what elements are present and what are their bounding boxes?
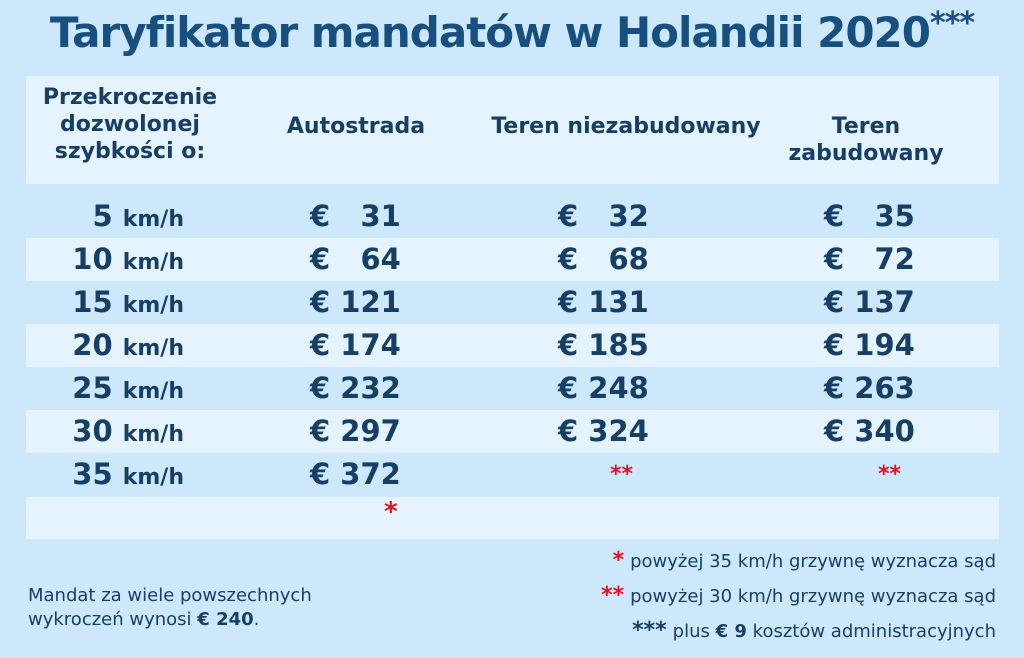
- general-fine-text: Mandat za wiele powszechnych wykroczeń w…: [28, 585, 312, 630]
- motorway-fine: € 31: [310, 199, 401, 233]
- header-motorway: Autostrada: [286, 114, 426, 139]
- urban-fine: € 137: [824, 285, 915, 319]
- speed-value: 5: [92, 199, 113, 233]
- footnote-mark: **: [601, 583, 625, 608]
- speed-unit: km/h: [122, 422, 184, 447]
- court-mark: *: [384, 497, 398, 527]
- general-fine-amount: € 240: [197, 609, 254, 630]
- rural-fine: € 32: [558, 199, 649, 233]
- footnotes: * powyżej 35 km/h grzywnę wyznacza sąd **…: [476, 543, 996, 648]
- motorway-fine: € 64: [310, 242, 401, 276]
- title-text: Taryfikator mandatów w Holandii 2020: [49, 8, 931, 57]
- speed-value: 30: [72, 414, 113, 448]
- urban-fine: € 340: [824, 414, 915, 448]
- general-fine-end: .: [253, 609, 260, 630]
- speed-cell: 25 km/h: [26, 367, 184, 410]
- speed-unit: km/h: [122, 293, 184, 318]
- speed-value: 25: [72, 371, 113, 405]
- speed-cell: 5 km/h: [26, 195, 184, 238]
- header-speed: Przekroczenie dozwolonej szybkości o:: [42, 85, 218, 164]
- footnote-text: powyżej 30 km/h grzywnę wyznacza sąd: [630, 586, 996, 607]
- footnote-text-after: kosztów administracyjnych: [752, 621, 996, 642]
- urban-court-mark: **: [878, 462, 902, 487]
- rural-fine: € 185: [558, 328, 649, 362]
- speed-unit: km/h: [122, 336, 184, 361]
- rural-fine: € 131: [558, 285, 649, 319]
- speed-unit: km/h: [122, 465, 184, 490]
- table-row: 25 km/h € 232 € 248 € 263: [26, 367, 999, 410]
- motorway-fine: € 174: [310, 328, 401, 362]
- speed-value: 10: [72, 242, 113, 276]
- speed-cell: 10 km/h: [26, 238, 184, 281]
- motorway-fine: € 297: [310, 414, 401, 448]
- footnote-text: powyżej 35 km/h grzywnę wyznacza sąd: [630, 551, 996, 572]
- motorway-fine: € 232: [310, 371, 401, 405]
- header-urban: Teren zabudowany: [788, 114, 944, 166]
- general-fine-note: Mandat za wiele powszechnych wykroczeń w…: [28, 584, 388, 632]
- table-header: Przekroczenie dozwolonej szybkości o: Au…: [26, 76, 999, 184]
- header-rural: Teren niezabudowany: [491, 114, 761, 139]
- urban-fine: € 194: [824, 328, 915, 362]
- footnote: * powyżej 35 km/h grzywnę wyznacza sąd: [476, 543, 996, 578]
- table-row: 15 km/h € 121 € 131 € 137: [26, 281, 999, 324]
- speed-value: 15: [72, 285, 113, 319]
- page-title: Taryfikator mandatów w Holandii 2020***: [0, 6, 1024, 57]
- table-row: 30 km/h € 297 € 324 € 340: [26, 410, 999, 453]
- speed-cell: 35 km/h: [26, 453, 184, 496]
- title-mark: ***: [930, 6, 975, 41]
- motorway-fine: € 121: [310, 285, 401, 319]
- speed-unit: km/h: [122, 379, 184, 404]
- motorway-fine: € 372: [310, 457, 401, 491]
- speed-unit: km/h: [122, 207, 184, 232]
- footnote: *** plus € 9 kosztów administracyjnych: [476, 613, 996, 648]
- speed-cell: 30 km/h: [26, 410, 184, 453]
- rural-fine: € 68: [558, 242, 649, 276]
- footnote-text-before: plus: [672, 621, 710, 642]
- table-row: 35 km/h € 372 ** **: [26, 453, 999, 496]
- table-row: 10 km/h € 64 € 68 € 72: [26, 238, 999, 281]
- rural-court-mark: **: [610, 462, 634, 487]
- speed-cell: 15 km/h: [26, 281, 184, 324]
- table-row: 20 km/h € 174 € 185 € 194: [26, 324, 999, 367]
- rural-fine: € 324: [558, 414, 649, 448]
- speed-value: 35: [72, 457, 113, 491]
- footnote-amount: € 9: [715, 621, 747, 642]
- footnote-mark: *: [612, 548, 625, 573]
- rural-fine: € 248: [558, 371, 649, 405]
- urban-fine: € 263: [824, 371, 915, 405]
- footnote: ** powyżej 30 km/h grzywnę wyznacza sąd: [476, 578, 996, 613]
- footnote-mark: ***: [632, 618, 667, 643]
- speed-value: 20: [72, 328, 113, 362]
- speed-unit: km/h: [122, 250, 184, 275]
- speed-cell: 20 km/h: [26, 324, 184, 367]
- urban-fine: € 72: [824, 242, 915, 276]
- table-row: 5 km/h € 31 € 32 € 35: [26, 195, 999, 238]
- table-row: *: [26, 497, 999, 539]
- urban-fine: € 35: [824, 199, 915, 233]
